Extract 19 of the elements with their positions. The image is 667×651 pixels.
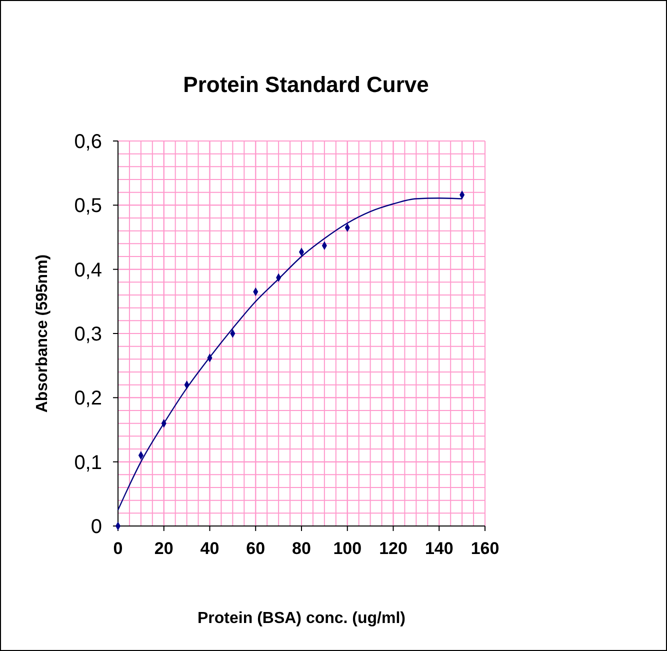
y-tick-label: 0,3 [74, 324, 102, 346]
y-tick-label: 0,5 [74, 195, 102, 218]
x-tick-label: 20 [154, 539, 174, 558]
y-tick-label: 0,4 [74, 259, 102, 282]
x-tick-label: 80 [292, 539, 311, 558]
x-tick-label: 0 [113, 539, 123, 558]
y-tick-label: 0,1 [74, 452, 102, 474]
y-tick-label: 0,2 [74, 388, 102, 410]
x-tick-label: 40 [200, 539, 220, 558]
x-axis-title: Protein (BSA) conc. (ug/ml) [198, 610, 406, 627]
y-tick-label: 0 [90, 516, 102, 538]
chart-title: Protein Standard Curve [183, 72, 429, 97]
x-tick-label: 120 [379, 539, 408, 558]
y-tick-label: 0,6 [74, 131, 102, 153]
x-tick-label: 140 [424, 539, 454, 558]
y-axis-title: Absorbance (595nm) [34, 254, 51, 413]
x-tick-label: 60 [246, 539, 266, 558]
x-tick-label: 160 [470, 539, 500, 558]
x-tick-label: 100 [333, 539, 362, 558]
